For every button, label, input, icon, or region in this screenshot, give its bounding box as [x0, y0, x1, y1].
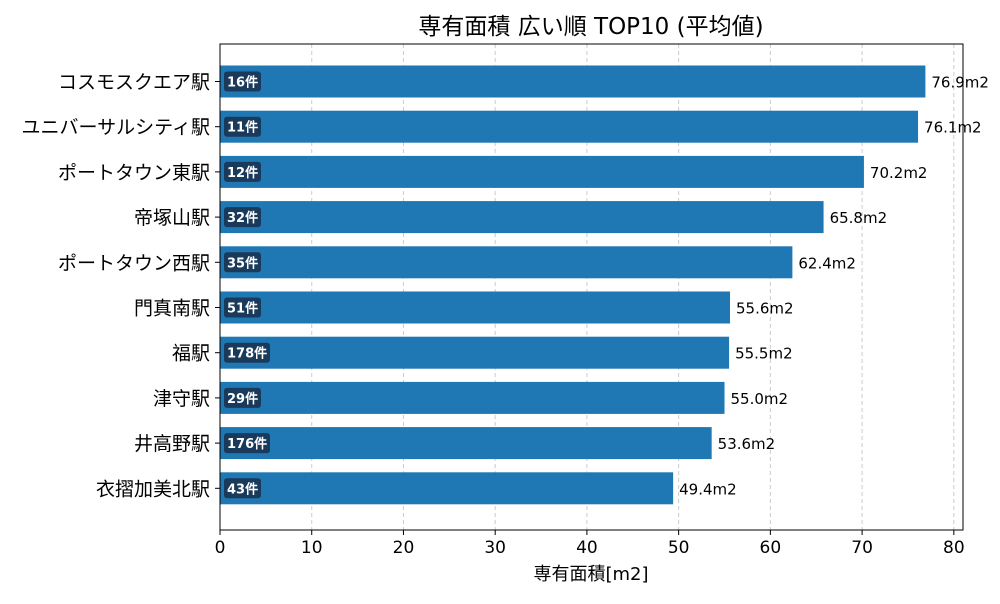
bar: [220, 336, 730, 369]
bar: [220, 110, 919, 143]
count-badge: [224, 252, 261, 273]
bar: [220, 155, 864, 188]
y-tick-label: ポートタウン西駅: [58, 252, 210, 274]
count-badge: [224, 207, 261, 228]
bar: [220, 201, 824, 234]
y-tick-label: 津守駅: [153, 388, 210, 410]
count-badge: [224, 116, 261, 137]
x-tick-label: 10: [301, 538, 323, 558]
y-tick-label: 福駅: [172, 343, 210, 365]
bar: [220, 291, 731, 324]
y-tick-label: コスモスクエア駅: [58, 72, 210, 94]
bar: [220, 65, 926, 98]
y-tick-label: 衣摺加美北駅: [96, 478, 210, 500]
x-tick-label: 40: [576, 538, 598, 558]
bars: 16件 76.9m2 11件 76.1m2 12件 70.2m2 32件 65.8m2 35件 6…: [220, 65, 989, 505]
count-badge: [224, 478, 261, 499]
y-tick-label: ポートタウン東駅: [58, 162, 210, 184]
x-tick-label: 30: [484, 538, 506, 558]
count-badge: [224, 71, 261, 92]
value-label: 70.2m2: [870, 164, 928, 182]
bar: [220, 427, 712, 460]
y-tick-label: 帝塚山駅: [134, 207, 210, 229]
value-label: 53.6m2: [718, 435, 776, 453]
count-badge: [224, 387, 261, 408]
count-label: 51件: [227, 301, 258, 317]
value-label: 65.8m2: [830, 209, 888, 227]
count-badge: [224, 161, 261, 182]
axes: コスモスクエア駅ユニバーサルシティ駅ポートタウン東駅帝塚山駅ポートタウン西駅門真…: [22, 43, 965, 558]
count-label: 29件: [227, 391, 258, 407]
x-tick-label: 20: [393, 538, 415, 558]
count-label: 176件: [227, 436, 267, 452]
x-axis-label: 専有面積[m2]: [533, 564, 648, 585]
count-label: 43件: [227, 481, 258, 497]
chart-title: 専有面積 広い順 TOP10 (平均値): [418, 14, 763, 40]
value-label: 49.4m2: [679, 480, 737, 498]
x-tick-label: 60: [760, 538, 782, 558]
x-tick-label: 50: [668, 538, 690, 558]
count-label: 12件: [227, 165, 258, 181]
x-tick-label: 80: [943, 538, 965, 558]
plot-frame: [219, 43, 964, 531]
value-label: 55.5m2: [735, 345, 793, 363]
value-label: 76.9m2: [931, 74, 989, 92]
count-badge: [224, 342, 270, 363]
count-badge: [224, 297, 261, 318]
bar: [220, 381, 725, 414]
value-label: 55.6m2: [736, 300, 794, 318]
count-label: 11件: [227, 120, 258, 136]
count-label: 32件: [227, 210, 258, 226]
count-badge: [224, 433, 270, 454]
y-tick-label: ユニバーサルシティ駅: [22, 117, 210, 139]
x-tick-label: 0: [215, 538, 226, 558]
x-tick-label: 70: [851, 538, 873, 558]
y-tick-label: 井高野駅: [134, 433, 210, 455]
bar: [220, 472, 674, 505]
value-label: 76.1m2: [924, 119, 982, 137]
count-label: 16件: [227, 75, 258, 91]
value-label: 62.4m2: [798, 254, 856, 272]
count-label: 178件: [227, 346, 267, 362]
value-label: 55.0m2: [731, 390, 789, 408]
y-tick-label: 門真南駅: [134, 298, 210, 320]
bar: [220, 246, 793, 279]
count-label: 35件: [227, 255, 258, 271]
